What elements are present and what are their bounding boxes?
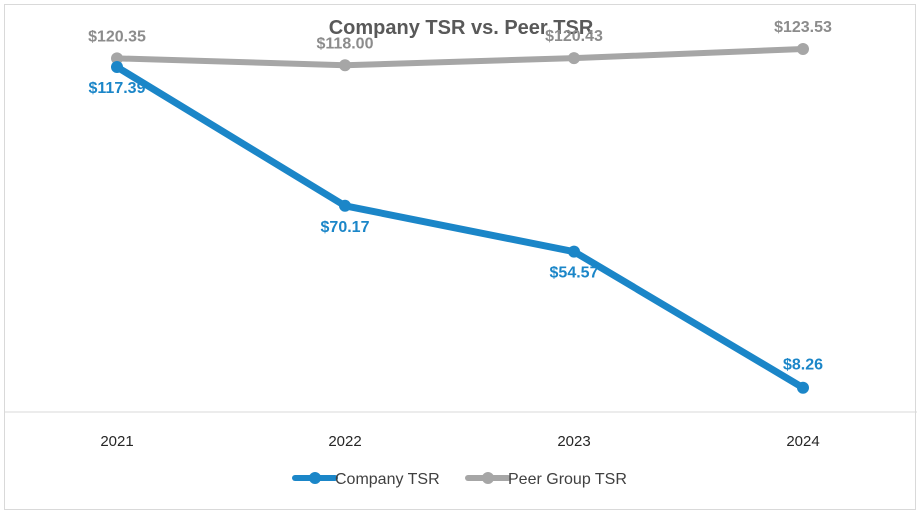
legend-peer-group-tsr-label: Peer Group TSR <box>508 471 627 488</box>
peer-group-tsr-point-2023 <box>568 52 580 65</box>
peer-group-tsr-line <box>114 46 806 69</box>
peer-group-tsr-data-label-2021: $120.35 <box>88 28 146 45</box>
peer-group-tsr-data-label-2022: $118.00 <box>317 35 374 52</box>
x-tick-label-2023: 2023 <box>557 433 590 450</box>
chart-title: Company TSR vs. Peer TSR <box>329 17 594 39</box>
x-tick-label-2021: 2021 <box>100 433 133 450</box>
company-tsr-data-label-2023: $54.57 <box>550 265 599 282</box>
x-tick-label-2022: 2022 <box>328 433 361 450</box>
company-tsr-point-2024 <box>797 381 809 394</box>
peer-group-tsr-point-2024 <box>797 43 809 56</box>
company-tsr-point-2021 <box>111 61 123 74</box>
company-tsr-line <box>113 63 807 392</box>
peer-group-tsr-point-2022 <box>339 59 351 72</box>
peer-group-tsr-data-label-2024: $123.53 <box>774 19 832 36</box>
x-tick-label-2024: 2024 <box>786 433 819 450</box>
legend-peer-group-tsr-swatch-marker <box>482 472 494 484</box>
peer-group-tsr-point-2021 <box>111 52 123 65</box>
company-tsr-data-label-2022: $70.17 <box>321 219 370 236</box>
legend-company-tsr-swatch-marker <box>309 472 321 484</box>
legend: Company TSR Peer Group TSR <box>292 471 627 488</box>
company-tsr-point-2023 <box>568 245 580 258</box>
company-tsr-data-label-2021: $117.39 <box>89 80 146 97</box>
company-tsr-point-2022 <box>339 199 351 212</box>
company-tsr-data-label-2024: $8.26 <box>783 357 823 374</box>
legend-company-tsr-label: Company TSR <box>335 471 440 488</box>
peer-group-tsr-data-label-2023: $120.43 <box>545 28 603 45</box>
